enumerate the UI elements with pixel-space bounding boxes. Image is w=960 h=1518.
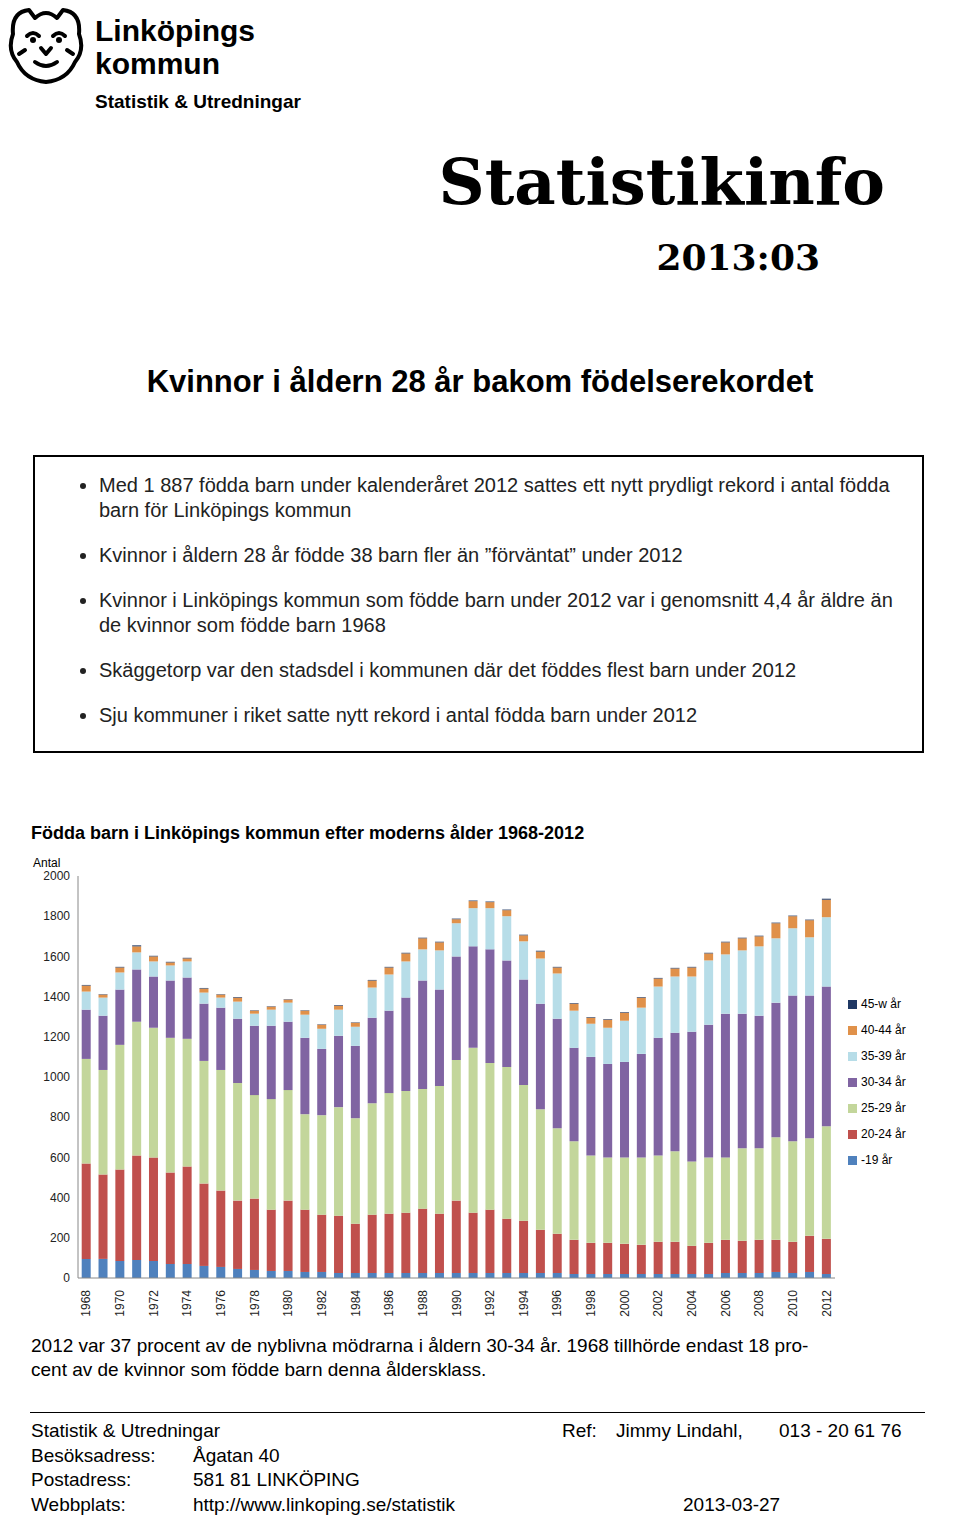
svg-text:1800: 1800 xyxy=(43,909,70,923)
svg-text:1990: 1990 xyxy=(450,1290,464,1317)
svg-text:1972: 1972 xyxy=(147,1290,161,1317)
svg-text:1974: 1974 xyxy=(180,1290,194,1317)
html-text:25-29 år: 25-29 år xyxy=(861,1101,906,1115)
svg-text:800: 800 xyxy=(50,1110,70,1124)
html-text:Postadress:: Postadress: xyxy=(31,1469,132,1490)
html-text:Sju kommuner i riket satte nyt: Sju kommuner i riket satte nytt rekord i… xyxy=(99,704,698,726)
html-text:Ref:: Ref: xyxy=(562,1420,597,1441)
svg-text:2006: 2006 xyxy=(719,1290,733,1317)
svg-text:2002: 2002 xyxy=(651,1290,665,1317)
html-text:Antal: Antal xyxy=(33,856,61,870)
svg-text:1982: 1982 xyxy=(315,1290,329,1317)
svg-text:1994: 1994 xyxy=(517,1290,531,1317)
svg-text:1000: 1000 xyxy=(43,1070,70,1084)
svg-text:2008: 2008 xyxy=(752,1290,766,1317)
svg-text:0: 0 xyxy=(63,1271,70,1285)
svg-text:200: 200 xyxy=(50,1231,70,1245)
svg-text:600: 600 xyxy=(50,1151,70,1165)
html-text:kommun: kommun xyxy=(95,47,220,80)
svg-text:1400: 1400 xyxy=(43,990,70,1004)
html-text:Statistikinfo: Statistikinfo xyxy=(438,144,885,219)
svg-text:1980: 1980 xyxy=(281,1290,295,1317)
svg-text:1200: 1200 xyxy=(43,1030,70,1044)
html-text:cent av de kvinnor som födde b: cent av de kvinnor som födde barn denna … xyxy=(31,1359,487,1380)
svg-text:1988: 1988 xyxy=(416,1290,430,1317)
html-text:Kvinnor i åldern 28 år födde 3: Kvinnor i åldern 28 år födde 38 barn fle… xyxy=(99,544,683,566)
svg-text:1968: 1968 xyxy=(79,1290,93,1317)
svg-text:1600: 1600 xyxy=(43,950,70,964)
svg-text:2000: 2000 xyxy=(618,1290,632,1317)
html-text:Kvinnor i Linköpings kommun so: Kvinnor i Linköpings kommun som födde ba… xyxy=(99,589,893,636)
html-text:http://www.linkoping.se/statis: http://www.linkoping.se/statistik xyxy=(193,1493,455,1515)
html-text:20-24 år: 20-24 år xyxy=(861,1127,906,1141)
html-text:Besöksadress:: Besöksadress: xyxy=(31,1444,156,1466)
html-text:013 - 20 61 76: 013 - 20 61 76 xyxy=(779,1420,902,1441)
html-text:Statistik & Utredningar: Statistik & Utredningar xyxy=(31,1420,220,1441)
html-text:30-34 år: 30-34 år xyxy=(861,1075,906,1089)
html-text:Kvinnor i åldern 28 år bakom f: Kvinnor i åldern 28 år bakom födelsereko… xyxy=(146,364,814,399)
html-text:Med 1 887 födda barn under kal: Med 1 887 födda barn under kalenderåret … xyxy=(99,474,890,521)
html-text:Skäggetorp var den stadsdel i: Skäggetorp var den stadsdel i kommunen d… xyxy=(99,659,797,681)
html-text:45-w år: 45-w år xyxy=(861,997,901,1011)
svg-text:1992: 1992 xyxy=(483,1290,497,1317)
html-text:35-39 år: 35-39 år xyxy=(861,1049,906,1063)
html-text:Linköpings: Linköpings xyxy=(95,14,255,47)
svg-text:1984: 1984 xyxy=(349,1290,363,1317)
svg-text:2004: 2004 xyxy=(685,1290,699,1317)
html-text:-19 år: -19 år xyxy=(861,1153,893,1167)
html-text:Ågatan 40: Ågatan 40 xyxy=(193,1444,280,1466)
html-text:40-44 år: 40-44 år xyxy=(861,1023,906,1037)
html-text:Webbplats:: Webbplats: xyxy=(31,1493,126,1515)
svg-text:1986: 1986 xyxy=(382,1290,396,1317)
html-text:2013:03: 2013:03 xyxy=(656,236,820,278)
svg-text:1998: 1998 xyxy=(584,1290,598,1317)
html-text:Födda barn i Linköpings kommun: Födda barn i Linköpings kommun efter mod… xyxy=(31,823,585,843)
svg-text:1976: 1976 xyxy=(214,1290,228,1317)
svg-text:2000: 2000 xyxy=(43,869,70,883)
svg-text:1996: 1996 xyxy=(550,1290,564,1317)
svg-text:400: 400 xyxy=(50,1191,70,1205)
html-text:Jimmy Lindahl,: Jimmy Lindahl, xyxy=(616,1420,743,1441)
html-text:Statistik & Utredningar: Statistik & Utredningar xyxy=(95,91,301,112)
html-text:2013-03-27: 2013-03-27 xyxy=(683,1493,781,1515)
svg-text:2010: 2010 xyxy=(786,1290,800,1317)
html-text:2012 var 37 procent av de nybl: 2012 var 37 procent av de nyblivna mödra… xyxy=(31,1335,809,1356)
svg-text:1978: 1978 xyxy=(248,1290,262,1317)
html-text:581 81 LINKÖPING: 581 81 LINKÖPING xyxy=(193,1469,360,1490)
svg-text:1970: 1970 xyxy=(113,1290,127,1317)
svg-text:2012: 2012 xyxy=(820,1290,834,1317)
